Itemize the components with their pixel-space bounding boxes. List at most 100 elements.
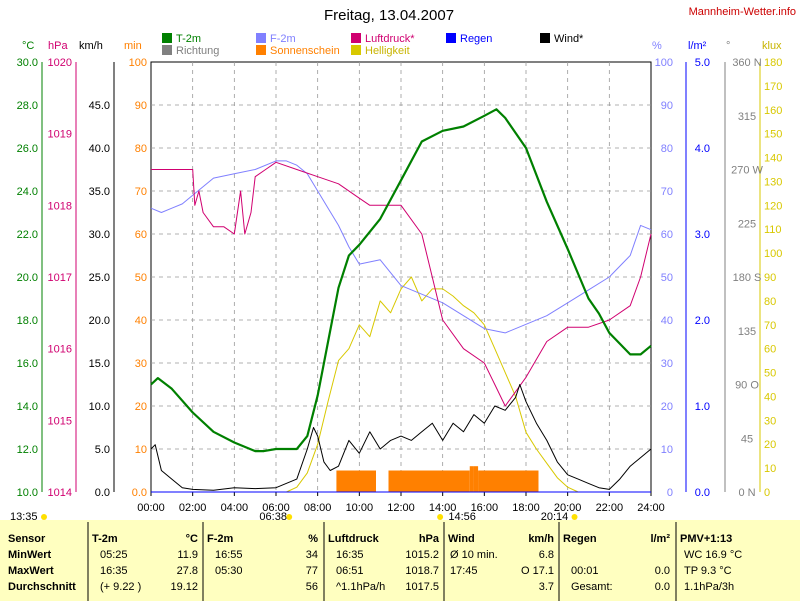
tick-label-direction: 270 W xyxy=(731,165,763,177)
tick-label-humidity: 80 xyxy=(661,143,673,155)
table-header-unit: hPa xyxy=(419,533,440,545)
table-cell: 17:45 xyxy=(450,565,478,577)
tick-label-pressure: 1016 xyxy=(48,344,72,356)
series-luftdruck xyxy=(151,161,652,407)
tick-label-minutes: 40 xyxy=(135,315,147,327)
tick-label-humidity: 60 xyxy=(661,229,673,241)
legend-swatch-regen xyxy=(446,33,456,43)
sunshine-bar xyxy=(388,470,470,492)
table-cell: MinWert xyxy=(8,549,52,561)
tick-label-temperature: 30.0 xyxy=(17,57,38,69)
tick-label-lux: 110 xyxy=(764,224,782,236)
table-header-unit: °C xyxy=(186,533,198,545)
tick-label-temperature: 28.0 xyxy=(17,100,38,112)
tick-label-rain: 4.0 xyxy=(695,143,710,155)
tick-label-temperature: 24.0 xyxy=(17,186,38,198)
tick-label-minutes: 30 xyxy=(135,358,147,370)
axis-units: °C hPa km/h min % l/m² ° klux xyxy=(22,40,782,52)
table-header-unit: % xyxy=(308,533,318,545)
unit-wind: km/h xyxy=(79,40,103,52)
table-cell: (+ 9.22 ) xyxy=(100,581,141,593)
table-cell: ^1.1hPa/h xyxy=(336,581,385,593)
axis-ticks: 10.0 12.0 14.0 16.0 18.0 20.0 22.0 24.0 26.0 28.0… xyxy=(17,57,783,514)
sunshine-bar xyxy=(336,470,376,492)
sunset-sun-icon xyxy=(571,514,578,520)
legend-label-f2m: F-2m xyxy=(270,33,296,45)
legend-label-sonnenschein: Sonnenschein xyxy=(270,45,340,57)
tick-label-rain: 1.0 xyxy=(695,401,710,413)
tick-label-humidity: 50 xyxy=(661,272,673,284)
tick-label-temperature: 20.0 xyxy=(17,272,38,284)
table-cell: 16:55 xyxy=(215,549,243,561)
tick-label-humidity: 100 xyxy=(655,57,673,69)
tick-label-lux: 80 xyxy=(764,296,776,308)
tick-label-pressure: 1017 xyxy=(48,272,72,284)
tick-label-direction: 45 xyxy=(741,433,753,445)
tick-label-lux: 180 xyxy=(764,57,782,69)
tick-label-wind: 5.0 xyxy=(95,444,110,456)
sunshine-bar xyxy=(478,470,539,492)
tick-label-lux: 100 xyxy=(764,248,782,260)
tick-label-lux: 50 xyxy=(764,368,776,380)
tick-label-pressure: 1020 xyxy=(48,57,72,69)
tick-label-direction: 135 xyxy=(738,326,756,338)
table-cell: 05:25 xyxy=(100,549,128,561)
table-header: PMV+1:13 xyxy=(680,533,732,545)
table-cell: 16:35 xyxy=(100,565,128,577)
table-header-unit: l/m² xyxy=(650,533,670,545)
tick-label-rain: 2.0 xyxy=(695,315,710,327)
tick-label-wind: 45.0 xyxy=(89,100,110,112)
tick-label-pressure: 1014 xyxy=(48,487,72,499)
table-cell: 0.0 xyxy=(655,581,670,593)
legend-label-helligkeit: Helligkeit xyxy=(365,45,410,57)
table-cell: 11.9 xyxy=(177,549,198,561)
tick-label-lux: 120 xyxy=(764,200,782,212)
tick-label-lux: 40 xyxy=(764,391,776,403)
x-tick-label: 04:00 xyxy=(221,502,249,514)
tick-label-minutes: 80 xyxy=(135,143,147,155)
tick-label-wind: 40.0 xyxy=(89,143,110,155)
table-cell: 56 xyxy=(306,581,318,593)
legend-swatch-sonnenschein xyxy=(256,45,266,55)
legend-swatch-richtung xyxy=(162,45,172,55)
tick-label-temperature: 10.0 xyxy=(17,487,38,499)
tick-label-humidity: 90 xyxy=(661,100,673,112)
tick-label-direction: 360 N xyxy=(732,57,761,69)
table-cell: 06:51 xyxy=(336,565,364,577)
table-header: Wind xyxy=(448,533,475,545)
tick-label-temperature: 12.0 xyxy=(17,444,38,456)
table-background xyxy=(0,520,800,601)
tick-label-minutes: 20 xyxy=(135,401,147,413)
tick-label-humidity: 70 xyxy=(661,186,673,198)
time-left-sun-icon xyxy=(41,514,47,520)
tick-label-temperature: 16.0 xyxy=(17,358,38,370)
table-cell: 05:30 xyxy=(215,565,243,577)
tick-label-minutes: 90 xyxy=(135,100,147,112)
tick-label-wind: 30.0 xyxy=(89,229,110,241)
unit-lux: klux xyxy=(762,40,782,52)
table-cell: Ø 10 min. xyxy=(450,549,498,561)
table-cell: 34 xyxy=(306,549,318,561)
tick-label-direction: 315 xyxy=(738,111,756,123)
table-cell: 1018.7 xyxy=(405,565,439,577)
legend-swatch-helligkeit xyxy=(351,45,361,55)
site-link[interactable]: Mannheim-Wetter.info xyxy=(689,6,796,18)
table-cell: WC 16.9 °C xyxy=(684,549,742,561)
tick-label-wind: 20.0 xyxy=(89,315,110,327)
unit-humidity: % xyxy=(652,40,662,52)
table-header: Sensor xyxy=(8,533,46,545)
tick-label-temperature: 18.0 xyxy=(17,315,38,327)
table-header: Regen xyxy=(563,533,597,545)
tick-label-minutes: 100 xyxy=(129,57,147,69)
table-cell: 19.12 xyxy=(170,581,198,593)
legend-label-regen: Regen xyxy=(460,33,492,45)
table-cell: Durchschnitt xyxy=(8,581,76,593)
series-helligkeit xyxy=(151,276,651,493)
x-tick-label: 16:00 xyxy=(471,502,499,514)
series-wind xyxy=(150,384,652,491)
tick-label-direction: 0 N xyxy=(738,487,755,499)
tick-label-temperature: 26.0 xyxy=(17,143,38,155)
x-tick-label: 22:00 xyxy=(596,502,624,514)
series-layer xyxy=(150,108,652,493)
